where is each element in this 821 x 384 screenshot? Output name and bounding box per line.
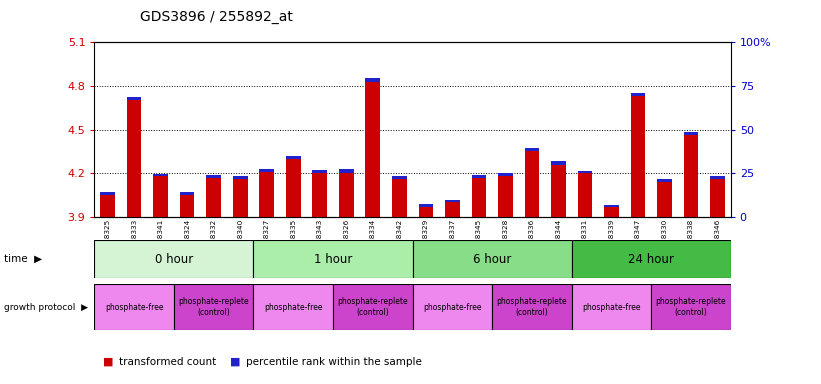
Bar (413, 240, 571, 278)
Text: phosphate-replete
(control): phosphate-replete (control) (178, 298, 249, 317)
Text: phosphate-free: phosphate-free (582, 303, 640, 312)
Bar (333, 284, 413, 330)
Bar (254, 240, 413, 278)
Text: phosphate-free: phosphate-free (105, 303, 163, 312)
Bar (578, 170, 592, 173)
Text: phosphate-replete
(control): phosphate-replete (control) (497, 298, 567, 317)
Bar (684, 132, 698, 136)
Bar (471, 178, 486, 217)
Bar (657, 182, 672, 217)
Bar (413, 284, 492, 330)
Bar (254, 284, 333, 330)
Bar (259, 169, 274, 172)
Bar (154, 174, 168, 176)
Bar (498, 173, 512, 176)
Bar (339, 173, 354, 217)
Bar (233, 179, 247, 217)
Text: phosphate-replete
(control): phosphate-replete (control) (337, 298, 408, 317)
Text: 0 hour: 0 hour (155, 253, 193, 266)
Text: time  ▶: time ▶ (4, 254, 42, 264)
Text: ■: ■ (230, 357, 241, 367)
Bar (127, 97, 141, 101)
Text: ■: ■ (103, 357, 113, 367)
Bar (492, 284, 571, 330)
Text: phosphate-free: phosphate-free (264, 303, 323, 312)
Bar (445, 200, 460, 202)
Text: 1 hour: 1 hour (314, 253, 352, 266)
Bar (631, 96, 645, 217)
Text: 6 hour: 6 hour (473, 253, 511, 266)
Bar (419, 204, 433, 207)
Bar (206, 178, 221, 217)
Bar (571, 284, 651, 330)
Bar (445, 202, 460, 217)
Bar (154, 176, 168, 217)
Bar (551, 161, 566, 164)
Bar (631, 93, 645, 96)
Bar (392, 177, 406, 179)
Bar (233, 176, 247, 179)
Bar (365, 78, 380, 81)
Bar (100, 192, 115, 195)
Bar (392, 179, 406, 217)
Bar (651, 284, 731, 330)
Bar (286, 156, 300, 159)
Bar (710, 179, 725, 217)
Bar (525, 151, 539, 217)
Bar (498, 176, 512, 217)
Bar (551, 165, 566, 217)
Text: phosphate-free: phosphate-free (423, 303, 482, 312)
Text: growth protocol  ▶: growth protocol ▶ (4, 303, 88, 312)
Bar (604, 205, 619, 207)
Text: 24 hour: 24 hour (628, 253, 674, 266)
Bar (471, 175, 486, 178)
Bar (571, 240, 731, 278)
Bar (259, 172, 274, 217)
Bar (313, 173, 327, 217)
Bar (525, 148, 539, 151)
Bar (180, 192, 195, 195)
Bar (710, 177, 725, 179)
Text: percentile rank within the sample: percentile rank within the sample (246, 357, 422, 367)
Text: GDS3896 / 255892_at: GDS3896 / 255892_at (140, 10, 292, 23)
Text: phosphate-replete
(control): phosphate-replete (control) (656, 298, 727, 317)
Bar (578, 173, 592, 217)
Bar (339, 169, 354, 173)
Bar (286, 159, 300, 217)
Bar (313, 170, 327, 173)
Bar (94, 284, 174, 330)
Text: transformed count: transformed count (119, 357, 216, 367)
Bar (94, 240, 254, 278)
Bar (206, 175, 221, 178)
Bar (180, 195, 195, 217)
Bar (127, 101, 141, 217)
Bar (174, 284, 254, 330)
Bar (604, 207, 619, 217)
Bar (100, 195, 115, 217)
Bar (657, 179, 672, 182)
Bar (419, 207, 433, 217)
Bar (365, 81, 380, 217)
Bar (684, 136, 698, 217)
